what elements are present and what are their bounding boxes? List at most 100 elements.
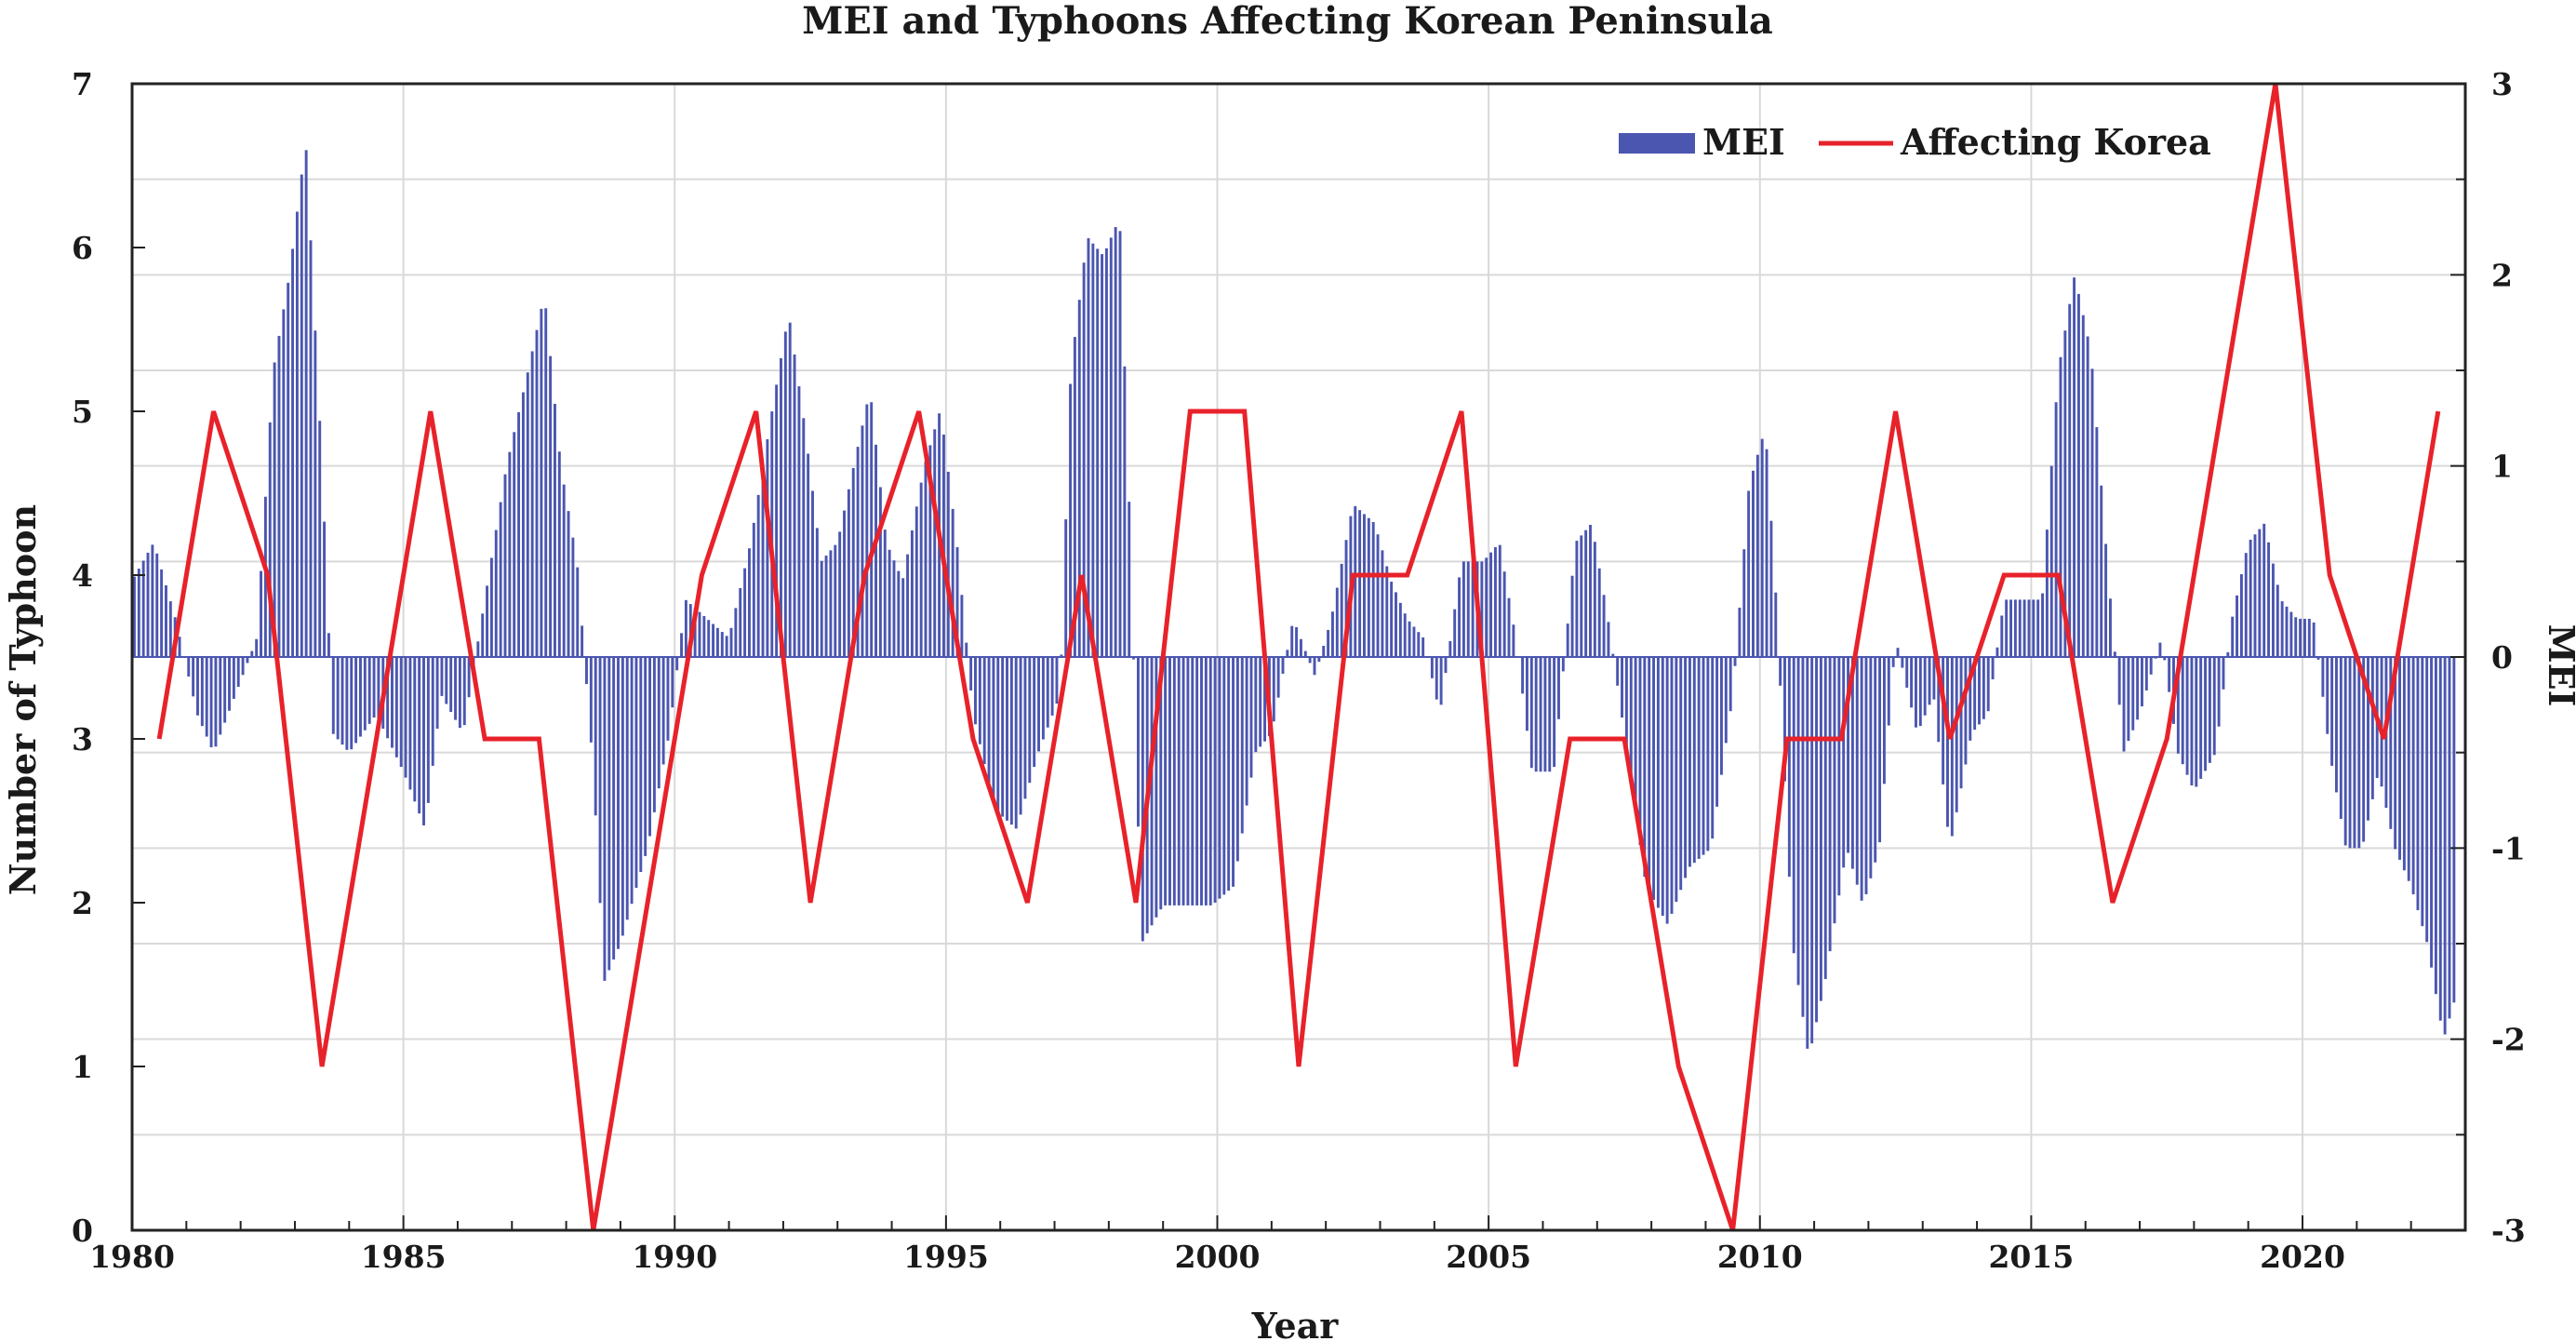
mei-bar xyxy=(1493,546,1497,657)
y-right-axis-label: MEI xyxy=(2541,624,2576,707)
mei-bar xyxy=(1037,657,1040,752)
mei-bar xyxy=(2013,599,2017,657)
mei-bar xyxy=(874,444,878,657)
mei-bar xyxy=(1607,622,1610,657)
mei-bar xyxy=(648,657,651,837)
x-tick-label: 1985 xyxy=(361,1239,447,1275)
mei-bar xyxy=(277,335,281,657)
mei-bar xyxy=(783,331,787,657)
mei-bar xyxy=(1982,657,1985,719)
mei-bar xyxy=(476,641,480,657)
mei-bar xyxy=(2244,553,2248,657)
mei-bar xyxy=(2041,593,2045,657)
mei-bar xyxy=(1191,657,1195,905)
mei-bar xyxy=(1412,626,1416,657)
mei-bar xyxy=(712,624,715,657)
mei-bar xyxy=(581,625,584,657)
mei-bar xyxy=(1453,609,1457,657)
mei-bar xyxy=(2312,622,2316,657)
mei-bar xyxy=(557,451,561,657)
mei-bar xyxy=(1656,657,1660,908)
mei-bar xyxy=(336,657,340,740)
mei-bar xyxy=(829,550,833,657)
mei-bar xyxy=(1850,657,1854,869)
mei-bar xyxy=(924,461,928,657)
mei-bar xyxy=(1553,657,1556,768)
mei-bar xyxy=(1833,657,1836,924)
mei-bar xyxy=(1752,470,1755,657)
mei-bar xyxy=(1769,520,1773,657)
y-left-tick-label: 0 xyxy=(72,1213,93,1249)
mei-bar xyxy=(2285,606,2289,657)
mei-bar xyxy=(2343,657,2347,846)
mei-bar xyxy=(2421,657,2424,927)
mei-bar xyxy=(209,657,213,747)
mei-bar xyxy=(861,425,864,657)
mei-bar xyxy=(843,510,846,657)
mei-bar xyxy=(2335,657,2338,793)
mei-bar xyxy=(1082,262,1086,657)
mei-bar xyxy=(1227,657,1231,892)
mei-bar xyxy=(1408,621,1411,657)
mei-bar xyxy=(1128,502,1131,657)
mei-bar xyxy=(499,502,502,657)
mei-bar xyxy=(391,657,394,748)
mei-bar xyxy=(1815,657,1818,1023)
mei-bar xyxy=(2100,485,2103,657)
mei-bar xyxy=(1471,561,1475,657)
mei-bar xyxy=(2181,657,2184,765)
mei-bar xyxy=(1276,657,1280,698)
y-left-tick-label: 3 xyxy=(72,721,93,758)
mei-bar xyxy=(2339,657,2342,819)
mei-bar xyxy=(1118,231,1122,657)
mei-bar xyxy=(2158,642,2162,657)
mei-bar xyxy=(657,657,661,789)
mei-bar xyxy=(1692,657,1696,864)
mei-bar xyxy=(554,403,556,657)
mei-bar xyxy=(1077,300,1081,657)
mei-bar xyxy=(1543,657,1547,772)
mei-bar xyxy=(2113,651,2116,657)
mei-bar xyxy=(1313,657,1316,676)
y-left-tick-label: 4 xyxy=(72,557,93,594)
mei-bar xyxy=(422,657,425,825)
mei-bar xyxy=(2425,657,2429,943)
mei-bar xyxy=(1254,657,1258,753)
mei-bar xyxy=(445,657,448,704)
mei-bar xyxy=(1317,657,1321,663)
mei-bar xyxy=(513,432,516,657)
mei-bar xyxy=(644,657,647,856)
mei-bar xyxy=(707,620,711,657)
mei-bar xyxy=(2090,369,2094,657)
mei-bar xyxy=(739,587,742,657)
mei-bar xyxy=(965,642,968,657)
mei-bar xyxy=(1842,657,1846,868)
mei-bar xyxy=(1905,657,1909,688)
mei-bar xyxy=(888,549,891,657)
mei-bar xyxy=(2289,611,2293,657)
mei-bar xyxy=(1055,657,1059,704)
mei-bar xyxy=(1896,648,1900,657)
mei-bar xyxy=(1164,657,1168,905)
mei-bar xyxy=(1526,657,1528,731)
mei-bar xyxy=(454,657,457,720)
mei-bar xyxy=(2416,657,2420,911)
y-left-tick-label: 5 xyxy=(72,394,93,430)
mei-bar xyxy=(1168,657,1171,905)
mei-bar xyxy=(2239,574,2243,657)
mei-bar xyxy=(2149,657,2153,675)
mei-bar xyxy=(752,522,755,657)
mei-bar xyxy=(2330,657,2334,766)
mei-bar xyxy=(2185,657,2189,775)
mei-bar xyxy=(1502,571,1506,657)
mei-bar xyxy=(1566,624,1569,657)
mei-bar xyxy=(1783,657,1786,782)
mei-bar xyxy=(1512,624,1515,657)
y-right-tick-label: -3 xyxy=(2491,1213,2526,1249)
mei-bar xyxy=(1779,657,1782,686)
mei-bar xyxy=(178,637,181,657)
mei-bar xyxy=(1670,657,1674,914)
mei-bar xyxy=(1308,657,1312,664)
mei-bar xyxy=(743,568,747,657)
